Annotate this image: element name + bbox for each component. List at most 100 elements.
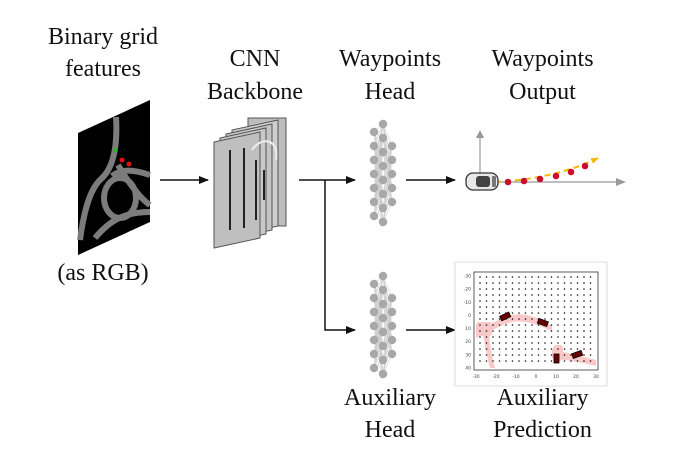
waypoints-output-title-line1: Waypoints [491,46,594,72]
aux-x-tick-label: -30 [472,374,479,380]
grid-dot [557,300,559,302]
grid-dot [518,336,520,338]
cnn-title-line2: Backbone [207,79,303,105]
grid-dot [511,312,514,314]
grid-dot [550,324,553,326]
waypoint-markers [504,162,589,186]
grid-dot [570,282,572,284]
grid-dot [544,318,546,320]
grid-dot [479,330,481,332]
grid-dot [479,306,481,308]
grid-dot [589,306,592,308]
grid-dot [583,288,585,290]
grid-dot [531,282,533,284]
grid-dot [479,324,481,326]
aux-y-tick-label: 0 [468,313,471,319]
grid-dot [485,282,488,284]
network-node [378,327,388,337]
grid-dot [583,330,585,332]
grid-dot [485,318,488,320]
grid-dot [544,288,546,290]
grid-dot [498,288,501,290]
grid-dot [576,348,579,350]
grid-dot [583,342,585,344]
grid-dot [505,282,507,284]
grid-dot [583,300,585,302]
grid-dot [531,336,533,338]
network-node [378,133,388,143]
grid-dot [550,348,553,350]
grid-dot [531,300,533,302]
grid-dot [479,360,481,362]
grid-dot [537,312,540,314]
grid-dot [505,354,507,356]
grid-dot [492,294,494,296]
grid-dot [479,294,481,296]
aux-y-tick-label: -30 [464,274,471,280]
grid-dot [524,360,527,362]
grid-dot [544,330,546,332]
network-node [387,155,397,165]
grid-dot [479,354,481,356]
aux-x-tick-label: 0 [535,374,538,380]
aux-y-tick-label: -20 [464,287,471,293]
grid-dot [557,342,559,344]
grid-dot [518,342,520,344]
grid-dot [550,360,553,362]
grid-dot [570,288,572,290]
grid-dot [557,324,559,326]
waypoint-marker [536,175,544,183]
grid-dot [485,294,488,296]
grid-dot [570,324,572,326]
grid-dot [518,312,520,314]
grid-dot [557,306,559,308]
grid-dot [563,276,566,278]
grid-dot [518,318,520,320]
grid-dot [537,300,540,302]
input-title-line2: features [65,56,141,82]
aux-grid-dots [479,276,592,362]
grid-dot [583,312,585,314]
grid-dot [498,336,501,338]
grid-dot [583,354,585,356]
aux-y-tick-label: 40 [465,366,471,372]
grid-dot [550,282,553,284]
aux-head-title-line2: Head [364,417,416,443]
grid-dot [583,282,585,284]
network-node [369,183,379,193]
grid-dot [576,342,579,344]
network-node [378,175,388,185]
grid-dot [544,276,546,278]
grid-dot [498,360,501,362]
grid-dot [583,306,585,308]
aux-y-tick-label: 20 [465,339,471,345]
grid-dot [511,324,514,326]
grid-dot [498,294,501,296]
grid-dot [492,282,494,284]
grid-dot [511,336,514,338]
grid-dot [518,288,520,290]
grid-dot [505,336,507,338]
grid-dot [511,330,514,332]
grid-dot [531,360,533,362]
waypoint-marker [581,162,589,170]
network-node [369,307,379,317]
grid-dot [518,324,520,326]
grid-dot [544,360,546,362]
grid-dot [544,306,546,308]
grid-dot [511,288,514,290]
grid-dot [505,276,507,278]
network-node [387,293,397,303]
grid-dot [576,276,579,278]
grid-dot [492,306,494,308]
grid-dot [479,318,481,320]
grid-dot [563,294,566,296]
grid-dot [518,276,520,278]
grid-dot [589,294,592,296]
grid-dot [524,288,527,290]
grid-dot [511,300,514,302]
aux-vehicle-boxes [499,311,584,364]
grid-dot [518,294,520,296]
grid-dot [492,336,494,338]
grid-dot [576,318,579,320]
